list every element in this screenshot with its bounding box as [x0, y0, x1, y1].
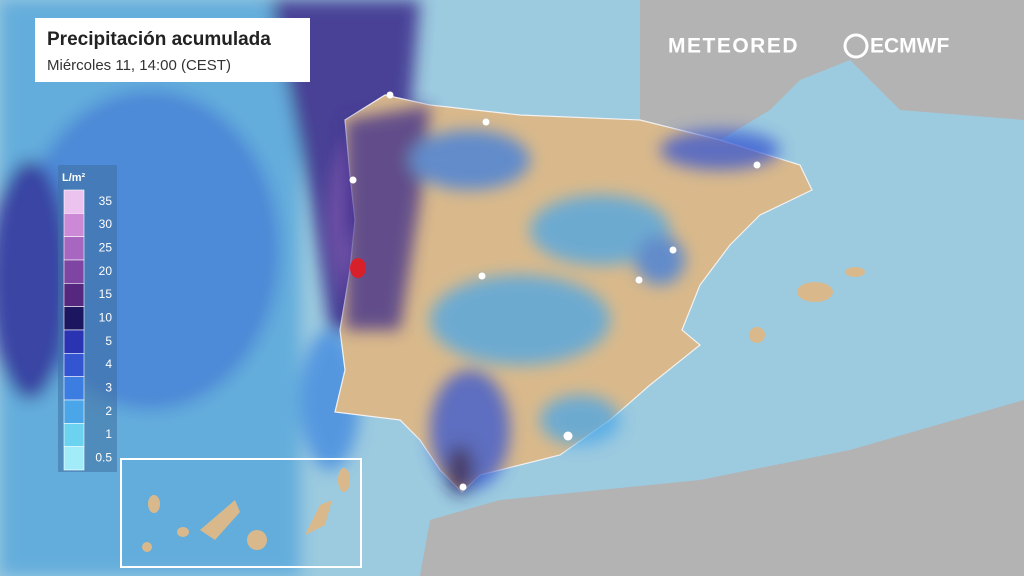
legend-label: 30 [99, 217, 113, 231]
ibiza [749, 327, 765, 343]
legend-label: 5 [105, 334, 112, 348]
legend-swatch [63, 329, 85, 354]
legend-swatch [63, 399, 85, 424]
title: Precipitación acumulada [47, 29, 271, 50]
legend-label: 0.5 [95, 451, 112, 465]
legend-swatch [63, 376, 85, 401]
legend-swatch [63, 446, 85, 471]
france [640, 0, 1024, 140]
ecmwf-logo [843, 33, 869, 59]
canarias-inset [120, 458, 362, 568]
legend-swatch [63, 283, 85, 307]
title-box [35, 18, 310, 82]
mallorca [797, 282, 833, 302]
legend-label: 4 [105, 357, 112, 371]
legend-label: 15 [99, 287, 113, 301]
legend-label: 1 [105, 427, 112, 441]
legend-label: 20 [99, 264, 113, 278]
menorca [845, 267, 865, 277]
legend-label: 2 [105, 404, 112, 418]
brand-ecmwf: ECMWF [870, 35, 949, 58]
legend-swatch [63, 353, 85, 377]
cities [349, 91, 761, 491]
legend-label: 25 [99, 241, 113, 255]
subtitle: Miércoles 11, 14:00 (CEST) [47, 57, 231, 74]
legend-swatch [63, 423, 85, 447]
legend-swatch [63, 306, 85, 331]
legend-swatch [63, 259, 85, 284]
legend-label: 3 [105, 381, 112, 395]
canarias [142, 468, 350, 552]
legend-label: 35 [99, 194, 113, 208]
legend-swatch [63, 213, 85, 237]
legend-unit: L/m² [62, 172, 86, 184]
legend-label: 10 [99, 311, 113, 325]
africa [420, 400, 1024, 576]
brand-meteored: METEORED [668, 35, 799, 58]
legend-swatch [63, 189, 85, 214]
legend: 35 30 25 20 15 10 5 4 3 2 1 0.5 [63, 189, 113, 471]
legend-swatch [63, 236, 85, 261]
max-rain [350, 258, 366, 278]
rain-land [345, 105, 780, 495]
